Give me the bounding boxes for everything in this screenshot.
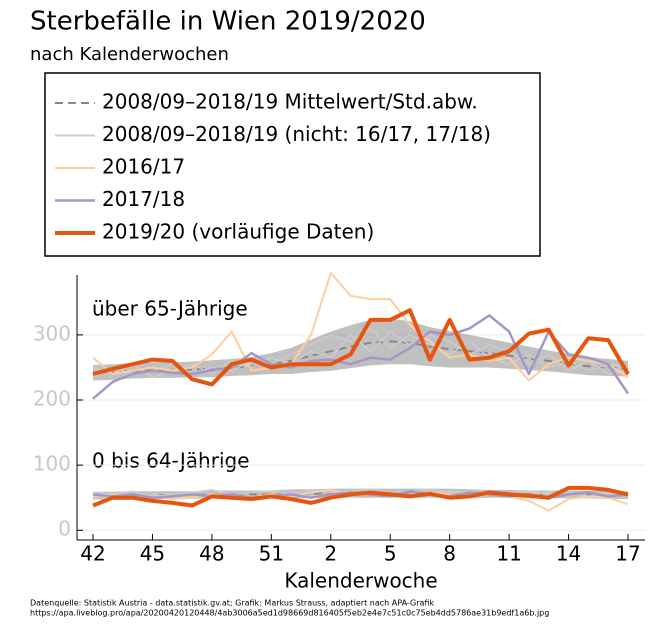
x-tick-label: 42 [80, 542, 105, 566]
x-tick-label: 2 [324, 542, 337, 566]
source: https://apa.liveblog.pro/apa/20200420120… [30, 609, 549, 618]
source: Datenquelle: Statistik Austria - data.st… [30, 599, 434, 608]
x-tick-label: 17 [615, 542, 640, 566]
x-tick-label: 11 [496, 542, 521, 566]
chart-title: Sterbefälle in Wien 2019/2020 [30, 7, 426, 37]
y-tick-label: 0 [58, 517, 71, 541]
series-line [92, 308, 630, 387]
legend-label: 2019/20 (vorläufige Daten) [102, 220, 374, 244]
y-tick-label: 100 [33, 452, 71, 476]
x-tick-label: 5 [384, 542, 397, 566]
annotation: über 65-Jährige [92, 297, 248, 321]
legend-label: 2008/09–2018/19 Mittelwert/Std.abw. [102, 90, 478, 114]
legend-box [44, 72, 541, 257]
x-tick-label: 48 [199, 542, 224, 566]
legend-label: 2008/09–2018/19 (nicht: 16/17, 17/18) [102, 122, 491, 146]
x-tick-label: 45 [140, 542, 165, 566]
x-tick-label: 51 [259, 542, 284, 566]
annotation: 0 bis 64-Jährige [92, 449, 250, 473]
y-tick-label: 300 [33, 321, 71, 345]
legend-label: 2017/18 [102, 187, 185, 211]
series-line [92, 314, 630, 400]
legend-label: 2016/17 [102, 155, 185, 179]
chart-subtitle: nach Kalenderwochen [30, 44, 229, 65]
x-axis-title: Kalenderwoche [284, 569, 437, 593]
y-tick-label: 200 [33, 387, 71, 411]
x-tick-label: 14 [556, 542, 581, 566]
series-line [92, 485, 629, 508]
x-tick-label: 8 [443, 542, 456, 566]
